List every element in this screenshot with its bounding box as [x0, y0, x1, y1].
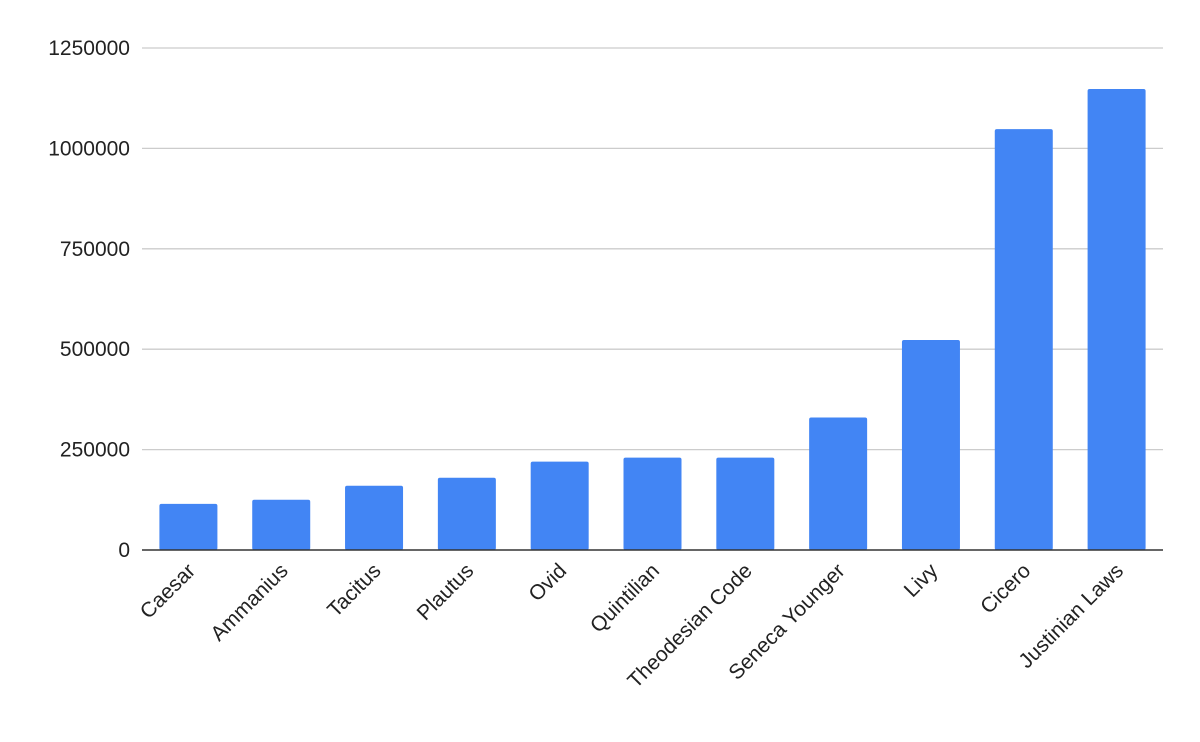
y-tick-labels: 0 250000 500000 750000 1000000 1250000 [48, 37, 130, 562]
x-tick-label: Tacitus [323, 559, 385, 621]
x-tick-label: Ovid [524, 559, 571, 606]
bar-plautus [437, 477, 496, 550]
x-tick-label: Plautus [413, 559, 479, 625]
bar-tacitus [345, 485, 404, 550]
y-tick-label: 500000 [60, 338, 130, 361]
x-tick-label: Ammanius [206, 559, 292, 645]
bar-caesar [159, 503, 218, 550]
y-tick-label: 750000 [60, 238, 130, 261]
bar-quintilian [623, 457, 682, 550]
bar-seneca-younger [809, 417, 868, 550]
y-tick-label: 1250000 [48, 37, 130, 60]
x-tick-label: Livy [900, 559, 943, 602]
x-tick-labels: Caesar Ammanius Tacitus Plautus Ovid Quintili… [136, 559, 1128, 693]
bar-justinian-laws [1087, 88, 1146, 551]
x-tick-label: Caesar [136, 559, 200, 623]
bar-ammanius [252, 499, 311, 550]
x-tick-label: Cicero [976, 559, 1035, 618]
y-tick-label: 0 [118, 539, 130, 562]
bar-livy [901, 339, 960, 550]
bar-cicero [994, 129, 1053, 550]
bars [159, 88, 1146, 551]
y-tick-label: 1000000 [48, 137, 130, 160]
x-tick-label: Quintilian [586, 559, 664, 637]
bar-theodesian-code [716, 457, 775, 550]
bar-ovid [530, 461, 589, 550]
y-tick-label: 250000 [60, 439, 130, 462]
gridlines [142, 47, 1163, 451]
